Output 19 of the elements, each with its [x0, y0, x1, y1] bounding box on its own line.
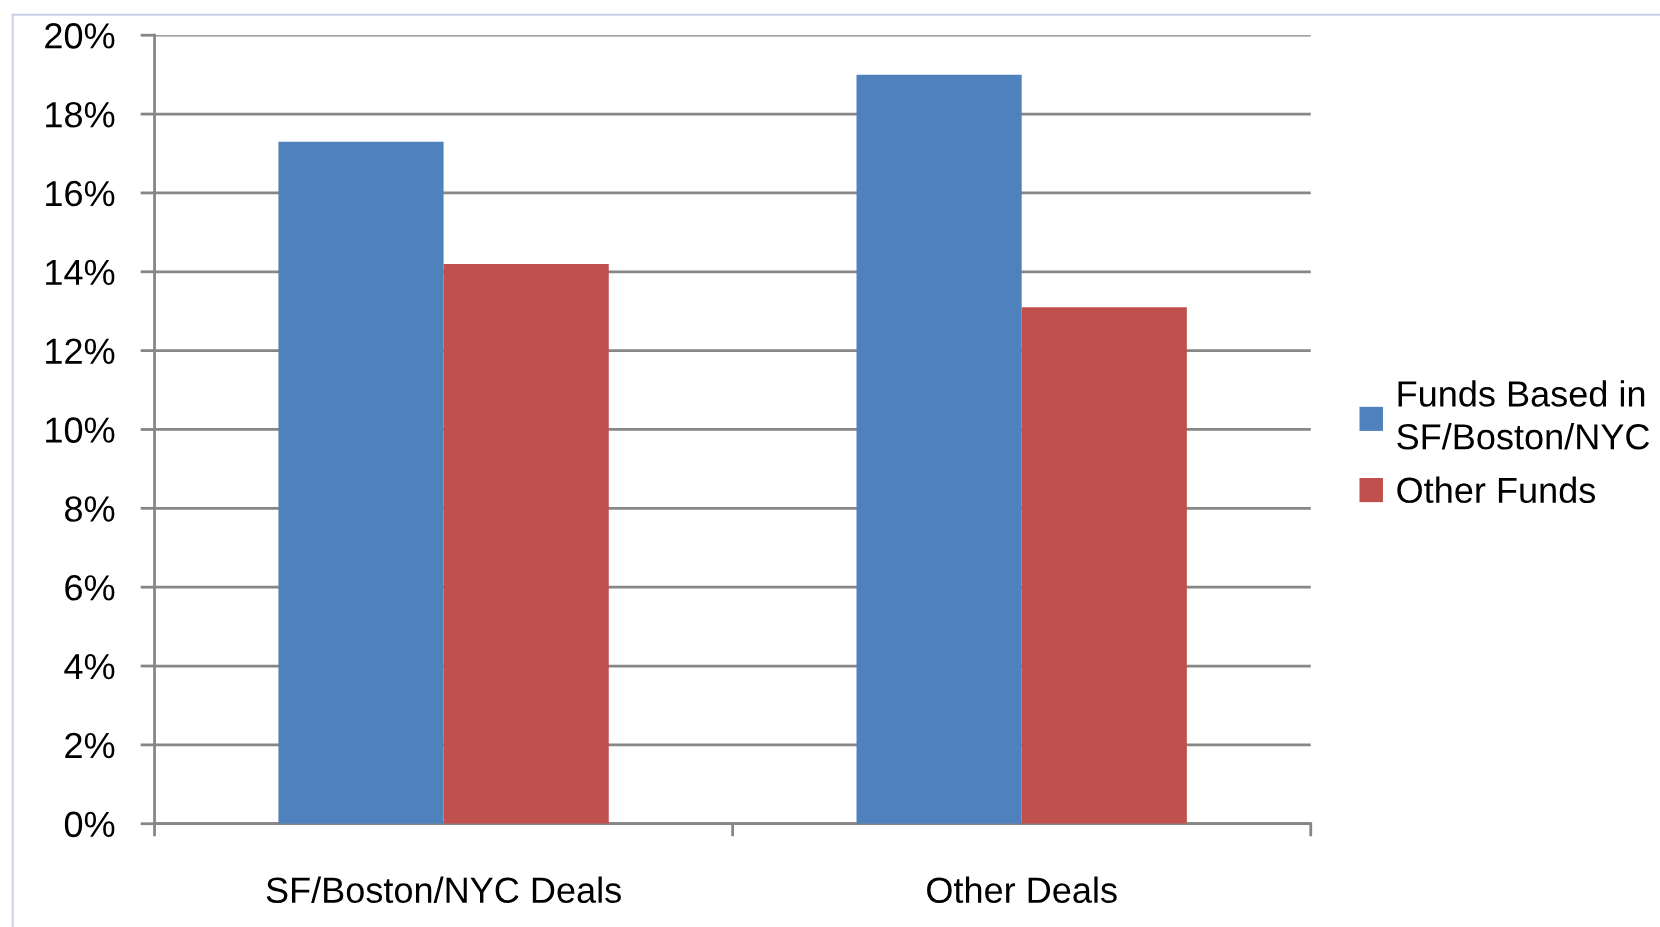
y-tick-label: 14% [46, 259, 115, 286]
y-tick-label: 8% [65, 496, 115, 522]
y-tick-label: 0% [64, 811, 115, 838]
y-tick-label: 4% [64, 654, 115, 680]
bar [278, 141, 444, 824]
y-tick-label: 20% [45, 23, 115, 49]
bar [856, 74, 1022, 824]
y-tick-label: 18% [46, 101, 115, 128]
y-tick-label: 6% [65, 575, 115, 601]
x-tick-label: Other Deals [927, 876, 1117, 904]
y-tick-label: 12% [46, 338, 115, 364]
y-tick-label: 2% [65, 732, 115, 759]
legend-label: Other Funds [1397, 476, 1595, 504]
legend-label: Funds Based in SF/Boston/NYC [1397, 380, 1650, 450]
bar [1021, 307, 1187, 824]
y-tick-label: 10% [46, 417, 115, 443]
y-tick-label: 16% [46, 180, 115, 207]
bar [443, 263, 609, 824]
x-tick-label: SF/Boston/NYC Deals [266, 876, 621, 904]
